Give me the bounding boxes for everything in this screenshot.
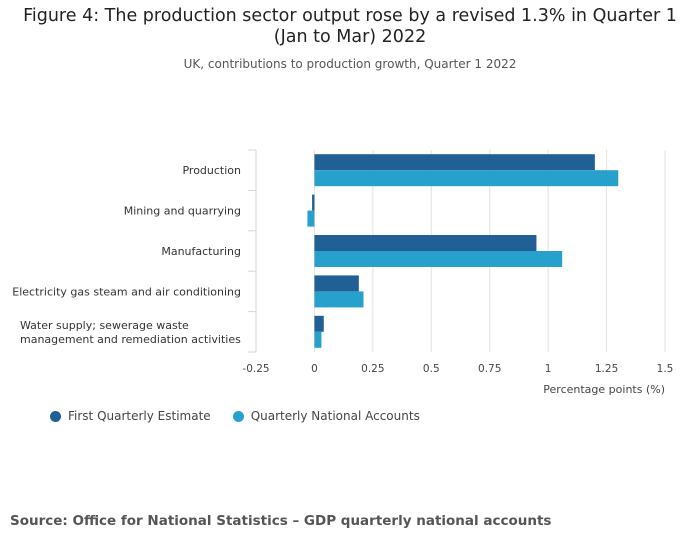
legend-item-first-estimate[interactable]: First Quarterly Estimate: [50, 409, 211, 423]
source-note: Source: Office for National Statistics –…: [10, 513, 552, 529]
bar-first-estimate: [314, 235, 537, 251]
category-label: Water supply; sewerage waste: [20, 319, 189, 332]
x-tick-label: 0.5: [423, 363, 440, 375]
bar-national-accounts: [314, 291, 364, 308]
category-label: Mining and quarrying: [124, 205, 241, 218]
chart-title: Figure 4: The production sector output r…: [23, 6, 677, 47]
x-tick-label: 1: [545, 363, 552, 375]
x-tick-label: 0.25: [361, 363, 384, 375]
bar-national-accounts: [314, 170, 619, 187]
legend-item-national-accounts[interactable]: Quarterly National Accounts: [232, 409, 420, 423]
bar-national-accounts: [314, 331, 322, 348]
legend-marker-first-estimate: [50, 410, 61, 422]
bar-first-estimate: [314, 154, 595, 171]
legend-marker-national-accounts: [232, 410, 244, 422]
bar-first-estimate: [314, 315, 324, 332]
bar-first-estimate: [312, 194, 315, 211]
bar-national-accounts: [307, 210, 315, 227]
x-tick-label: 0: [311, 363, 318, 375]
x-axis-title: Percentage points (%): [543, 383, 665, 396]
category-label: management and remediation activities: [20, 333, 241, 346]
x-tick-label: 0.75: [478, 363, 501, 375]
legend-label-first-estimate: First Quarterly Estimate: [68, 409, 211, 423]
category-label: Electricity gas steam and air conditioni…: [12, 285, 241, 298]
chart-subtitle: UK, contributions to production growth, …: [183, 57, 517, 71]
bar-first-estimate: [314, 275, 359, 292]
x-tick-label: 1.25: [595, 363, 618, 375]
category-label: Manufacturing: [161, 245, 241, 258]
x-tick-label: -0.25: [242, 363, 269, 375]
x-tick-label: 1.5: [657, 363, 674, 375]
category-label: Production: [182, 164, 241, 177]
bar-national-accounts: [314, 251, 563, 267]
legend: First Quarterly Estimate Quarterly Natio…: [50, 409, 442, 423]
legend-label-national-accounts: Quarterly National Accounts: [250, 409, 420, 423]
